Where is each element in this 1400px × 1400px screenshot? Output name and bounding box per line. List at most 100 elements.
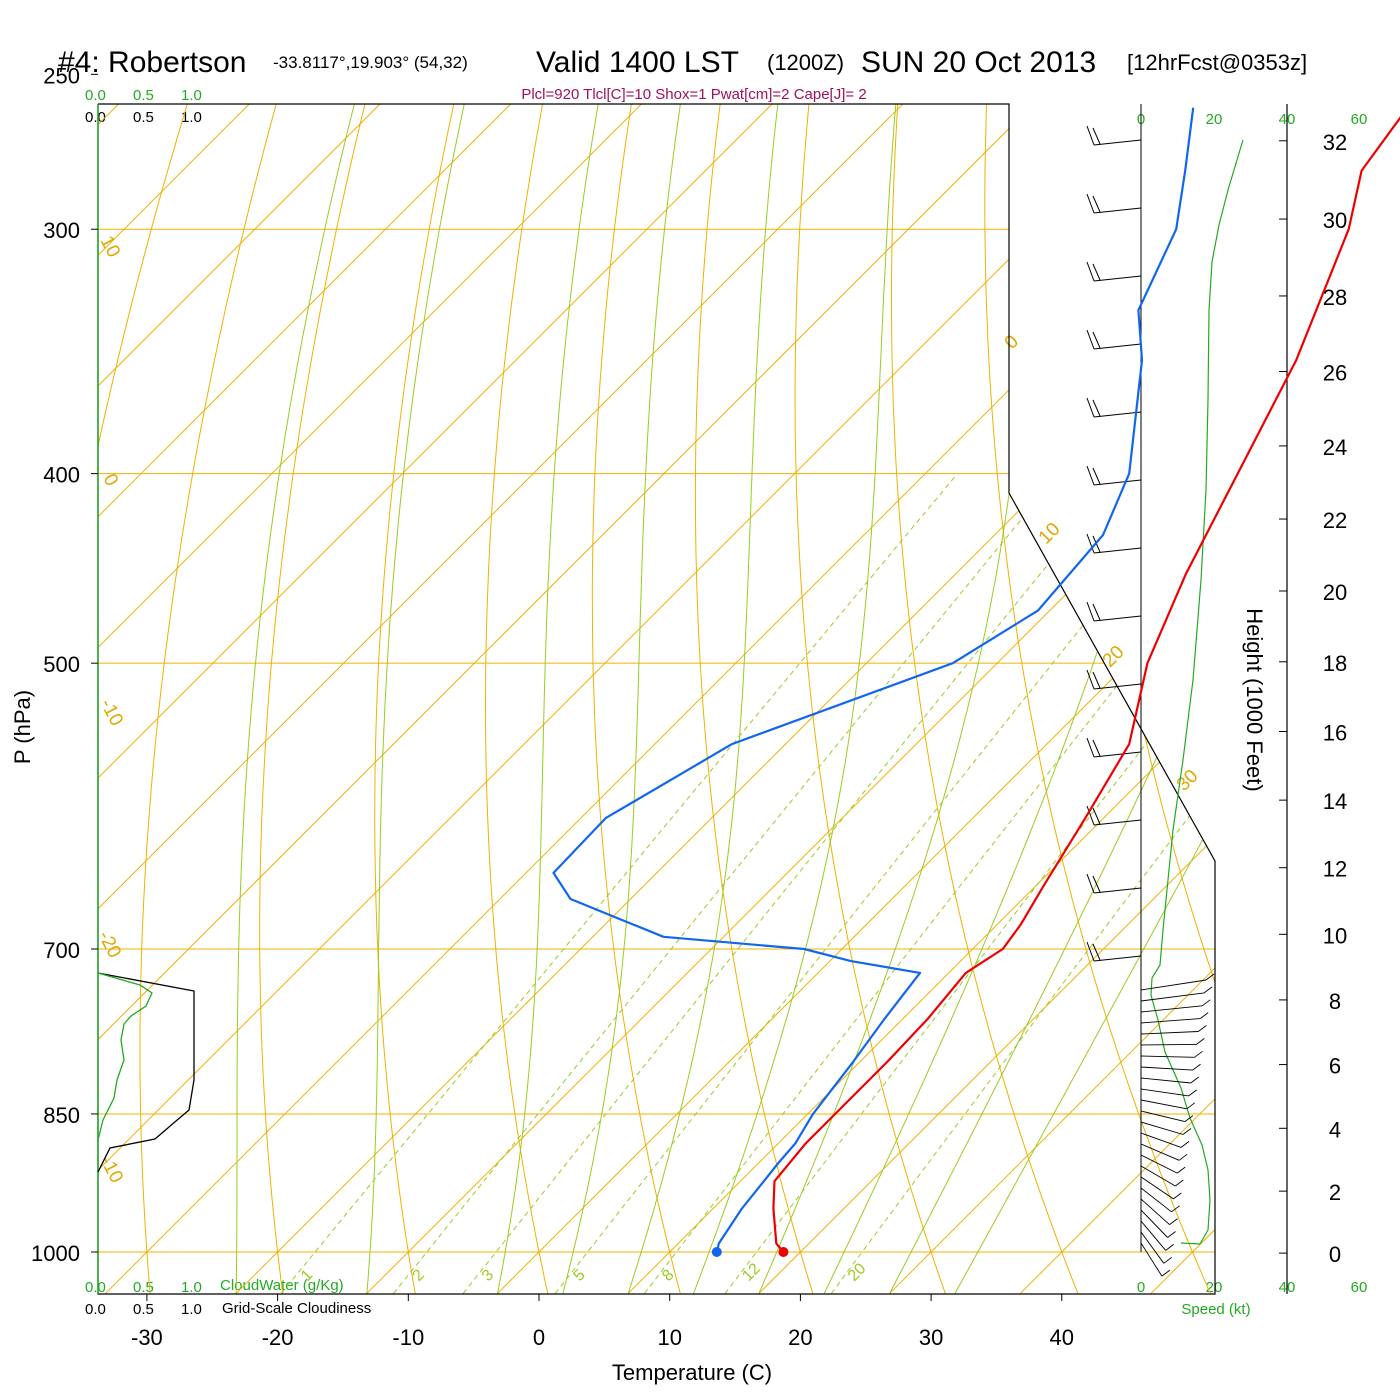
barb-staff: [1140, 1005, 1203, 1013]
title-station: #4: Robertson: [58, 46, 246, 79]
pressure-tick-label: 850: [43, 1103, 80, 1128]
isotherm-line: [98, 104, 837, 1294]
barb-flag: [1199, 1012, 1209, 1019]
barb-staff: [1140, 1154, 1178, 1174]
barb-staff: [1093, 547, 1142, 554]
height-tick-label: 8: [1329, 989, 1341, 1014]
temperature-tick-label: 30: [919, 1325, 943, 1350]
cloud-top-green-tick: 0.0: [85, 87, 106, 104]
barb-flag: [1092, 467, 1101, 485]
speed-label: Speed (kt): [1181, 1301, 1250, 1318]
barb-staff: [1140, 1066, 1193, 1071]
moist-adiabat-line: [954, 104, 1215, 1294]
speed-ticks: 0 20 40 60 0 20 40 60 Speed (kt): [1137, 111, 1368, 1318]
wind-barb: [1086, 737, 1142, 758]
barb-staff: [1093, 411, 1142, 418]
isotherm-line: [98, 104, 1099, 1294]
mixing-ratio-label: 5: [570, 1266, 588, 1284]
cloud-top-green-tick: 0.5: [133, 87, 154, 104]
x-axis-title: Temperature (C): [612, 1360, 772, 1385]
isotherm-label: 30: [1173, 766, 1203, 796]
moist-adiabat-line: [235, 104, 363, 1294]
barb-staff: [1140, 1077, 1191, 1084]
cloud-bottom-green-tick: 0.5: [133, 1279, 154, 1296]
wind-speed-profile: [1150, 139, 1244, 1245]
title-date: SUN 20 Oct 2013: [861, 46, 1096, 79]
dry-adiabat-line: [374, 104, 469, 1294]
dry-adiabat-line: [794, 104, 946, 1294]
wind-barb: [1140, 1121, 1192, 1135]
wind-barb: [1140, 1012, 1209, 1024]
wind-barb: [1086, 873, 1142, 894]
barb-flag: [1092, 263, 1101, 281]
temperature-tick-label: -30: [131, 1325, 163, 1350]
barb-flag: [1182, 1128, 1192, 1135]
y-axis-title: P (hPa): [10, 690, 35, 764]
barb-flag: [1086, 737, 1095, 758]
wind-barb: [1140, 973, 1215, 991]
dry-adiabat-line: [694, 104, 814, 1294]
wind-barb: [1140, 1025, 1207, 1035]
barb-staff: [1140, 1220, 1167, 1251]
barb-staff: [1140, 1143, 1180, 1161]
wind-barb: [1140, 1050, 1203, 1058]
temperature-tick-label: 10: [657, 1325, 681, 1350]
barb-flag: [1188, 1089, 1197, 1097]
barb-flag: [1092, 807, 1101, 825]
barb-flag: [1201, 999, 1211, 1007]
moist-adiabat-line: [366, 104, 472, 1294]
wind-barb: [1140, 1198, 1178, 1225]
temperature-tick-label: 0: [533, 1325, 545, 1350]
mixing-ratio-line: [554, 473, 1205, 1294]
mixing-ratio-label: 8: [659, 1266, 677, 1284]
height-tick-label: 2: [1329, 1180, 1341, 1205]
speed-top-tick: 60: [1351, 111, 1368, 128]
speed-top-tick: 20: [1206, 111, 1223, 128]
wind-barb: [1140, 1099, 1196, 1110]
height-tick-label: 32: [1323, 130, 1347, 155]
title-valid: Valid 1400 LST: [536, 46, 739, 79]
height-tick-label: 28: [1323, 285, 1347, 310]
barb-staff: [1140, 1099, 1187, 1110]
dry-adiabat-line: [984, 104, 1211, 1294]
barb-flag: [1165, 1244, 1174, 1251]
barb-flag: [1092, 399, 1101, 417]
barb-flag: [1169, 1218, 1178, 1225]
isotherm-line: [627, 104, 1215, 1294]
barb-staff: [1140, 1121, 1184, 1135]
cloudwater-profile: [97, 972, 153, 1141]
barb-flag: [1192, 1063, 1201, 1071]
mixing-ratio-line: [462, 473, 1123, 1294]
moist-adiabat-line: [497, 104, 604, 1294]
mixing-ratio-label: 3: [479, 1266, 497, 1284]
wind-barb: [1140, 1231, 1173, 1264]
title-forecast: [12hrFcst@0353z]: [1127, 50, 1307, 75]
wind-barb: [1140, 1220, 1174, 1251]
mixing-ratio-line: [644, 473, 1215, 1294]
wind-barb: [1086, 601, 1142, 622]
barb-staff: [1140, 1198, 1170, 1225]
barb-staff: [1140, 1018, 1201, 1024]
barb-flag: [1086, 601, 1095, 622]
barb-flag: [1092, 875, 1101, 893]
height-tick-label: 6: [1329, 1054, 1341, 1079]
barb-staff: [1140, 1242, 1163, 1277]
dry-adiabat-line: [891, 104, 1079, 1294]
barb-flag: [1203, 986, 1213, 994]
height-tick-label: 22: [1323, 508, 1347, 533]
isotherm-line: [235, 104, 1215, 1294]
barb-staff: [1093, 275, 1142, 282]
wind-barb: [1140, 999, 1211, 1013]
height-axis-title: Height (1000 Feet): [1242, 608, 1267, 791]
wind-barbs: [1086, 125, 1215, 1277]
title-zulu: (1200Z): [767, 50, 844, 75]
wind-barb: [1086, 193, 1142, 214]
isotherm-label: 20: [1099, 642, 1129, 672]
barb-staff: [1140, 1231, 1165, 1264]
cloud-bottom-black-tick: 1.0: [181, 1301, 202, 1318]
mixing-ratio-label: 2: [410, 1266, 428, 1284]
barb-staff: [1140, 1209, 1168, 1238]
barb-flag: [1092, 671, 1101, 689]
barb-staff: [1093, 479, 1142, 486]
dry-adiabat-line: [139, 104, 295, 1294]
